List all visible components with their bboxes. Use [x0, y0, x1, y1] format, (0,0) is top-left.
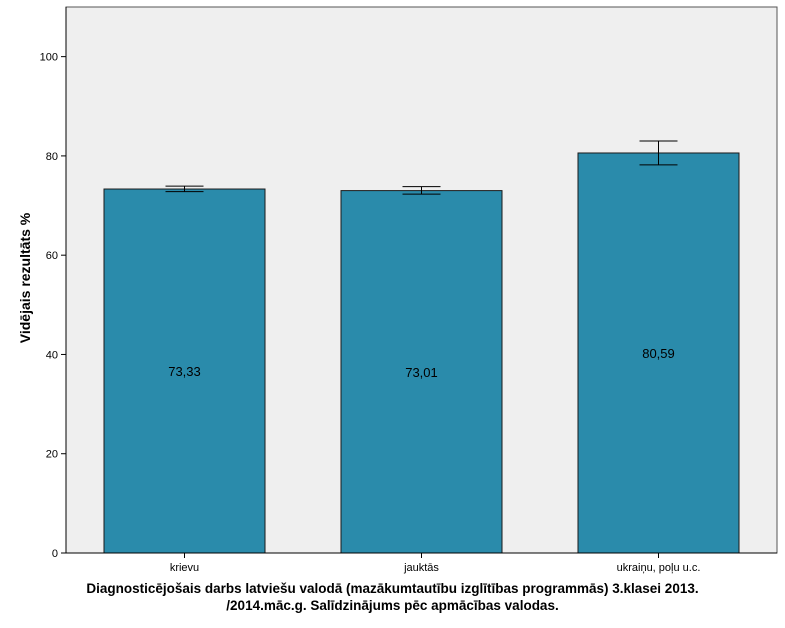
bars-layer: 73,33 73,01 80,59 — [103, 140, 740, 554]
bar — [103, 188, 266, 554]
y-tick-label: 20 — [46, 449, 58, 461]
data-label: 80,59 — [642, 346, 675, 361]
x-axis-title-line-1: Diagnosticējošais darbs latviešu valodā … — [86, 581, 699, 596]
data-label: 73,33 — [168, 364, 201, 379]
x-tick-label: krievu — [170, 562, 199, 574]
x-axis: krievu jauktās ukraiņu, poļu u.c. — [66, 552, 777, 574]
y-tick-label: 100 — [40, 52, 58, 64]
y-axis: 0 20 40 60 80 100 — [40, 7, 67, 560]
y-tick-label: 0 — [52, 548, 58, 560]
y-tick-label: 80 — [46, 151, 58, 163]
data-label: 73,01 — [405, 365, 438, 380]
y-tick-label: 40 — [46, 349, 58, 361]
y-tick-label: 60 — [46, 250, 58, 262]
x-tick-label: ukraiņu, poļu u.c. — [617, 562, 701, 574]
x-axis-title-line-2: /2014.māc.g. Salīdzinājums pēc apmācības… — [226, 598, 559, 613]
bar — [340, 190, 503, 554]
x-axis-title: Diagnosticējošais darbs latviešu valodā … — [0, 580, 785, 614]
y-axis-title: Vidējais rezultāts % — [17, 212, 33, 343]
x-tick-label: jauktās — [403, 562, 439, 574]
